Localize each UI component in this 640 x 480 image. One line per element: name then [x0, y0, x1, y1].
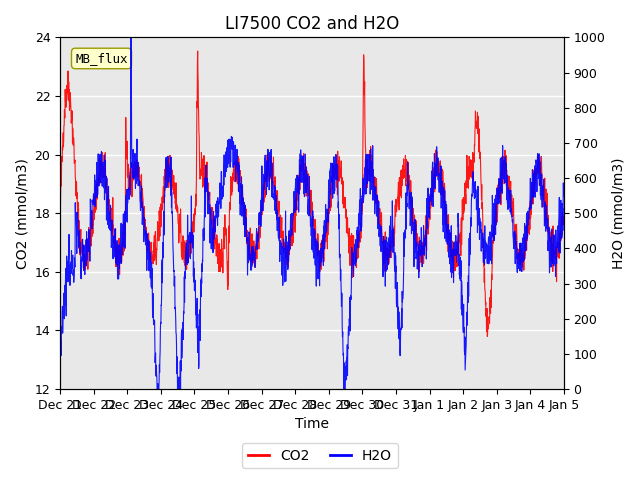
Y-axis label: H2O (mmol/m3): H2O (mmol/m3)	[611, 157, 625, 269]
X-axis label: Time: Time	[295, 418, 329, 432]
Legend: CO2, H2O: CO2, H2O	[243, 443, 397, 468]
Y-axis label: CO2 (mmol/m3): CO2 (mmol/m3)	[15, 158, 29, 269]
Title: LI7500 CO2 and H2O: LI7500 CO2 and H2O	[225, 15, 399, 33]
Text: MB_flux: MB_flux	[76, 52, 128, 65]
